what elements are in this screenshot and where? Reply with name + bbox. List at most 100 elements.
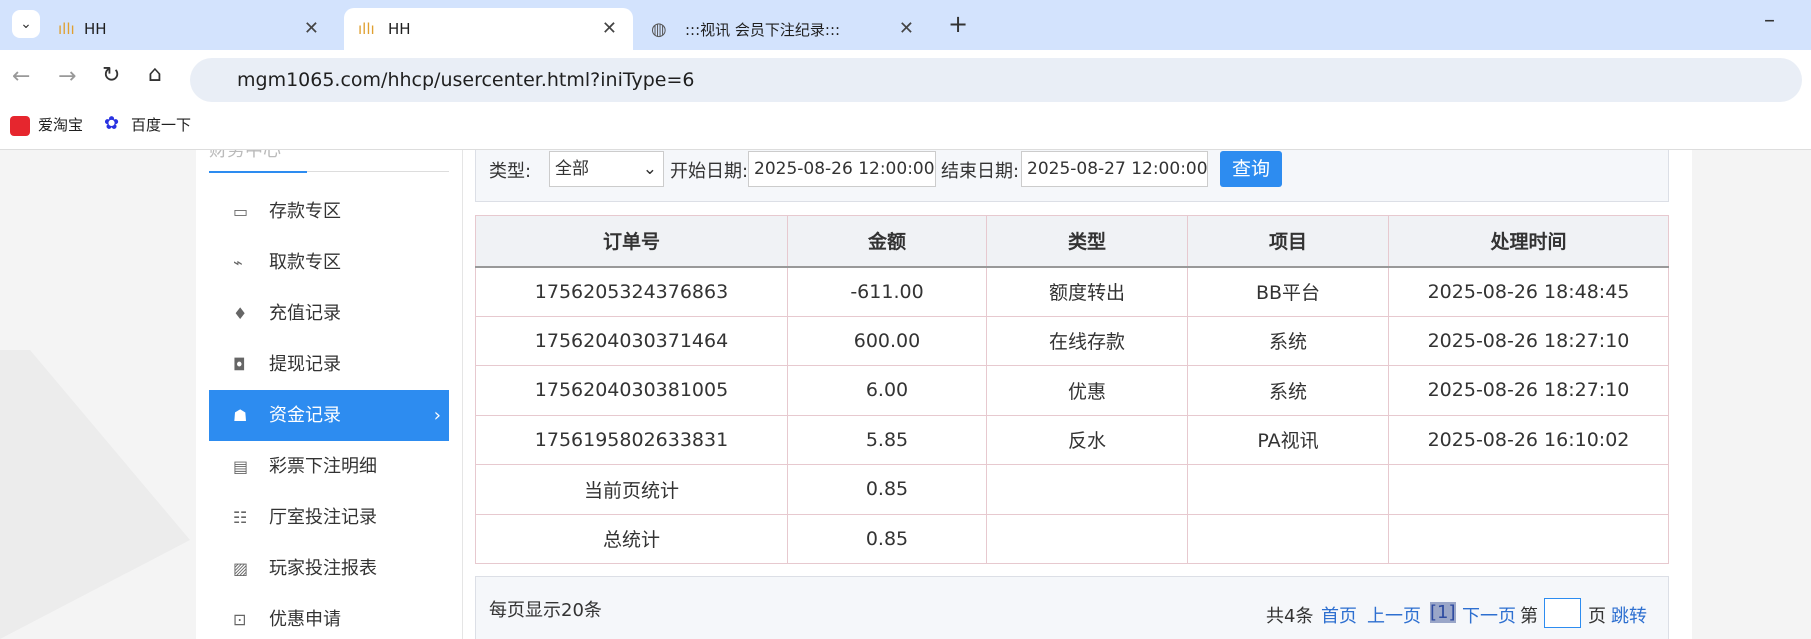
cell: 2025-08-26 18:27:10 [1388,315,1669,366]
cell: 系统 [1187,315,1389,366]
favicon: ◍ [651,18,667,40]
page: 财务中心 ▭ 存款专区 ⌁ 取款专区 ♦ 充值记录 ◘ 提现记录 ☗ 资金记录 › ▤ 彩票下注明细 ☷ 厅… [0,150,1811,639]
cell: 1756204030371464 [475,315,788,366]
current-page: [1] [1430,602,1456,623]
back[interactable]: ← [12,64,31,89]
menu-icon: ☗ [233,406,248,425]
menu-icon: ⌁ [233,253,243,272]
menu-label: 厅室投注记录 [269,507,377,528]
query-button[interactable]: 查询 [1220,151,1282,187]
cell: 系统 [1187,365,1389,416]
menu-label: 资金记录 [269,405,341,426]
new-tab[interactable]: + [948,10,969,38]
heading-underline [209,171,307,173]
address-bar[interactable]: mgm1065.com/hhcp/usercenter.html?iniType… [190,58,1802,102]
menu-icon: ▨ [233,559,249,578]
column-header: 处理时间 [1388,215,1669,268]
tab-title: HH [84,20,107,38]
active-tab[interactable]: ıllı HH ✕ [344,8,633,50]
empty-cell [1388,464,1669,515]
page-input[interactable] [1544,598,1581,628]
forward[interactable]: → [58,64,77,89]
cell: PA视讯 [1187,414,1389,465]
cell: 当前页统计 [475,464,788,515]
column-header: 订单号 [475,215,788,268]
cell: 2025-08-26 16:10:02 [1388,414,1669,465]
menu-label: 充值记录 [269,303,341,324]
start-date-input[interactable]: 2025-08-26 12:00:00 [748,151,936,187]
favicon: ıllı [358,20,375,38]
prev-page-link[interactable]: 上一页 [1367,606,1421,627]
menu-icon: ☷ [233,508,248,527]
empty-cell [1388,513,1669,564]
summary-row: 当前页统计 0.85 [475,464,1669,515]
table-row: 1756205324376863 -611.00 额度转出 BB平台 2025-08-2… [475,266,1669,317]
tab-close[interactable]: ✕ [601,18,617,39]
sidebar-item[interactable]: ▤ 彩票下注明细 [209,441,449,492]
sidebar-heading: 财务中心 [209,150,281,161]
bookmark-icon: ✿ [104,113,120,134]
chevron: › [433,405,441,426]
reload[interactable]: ↻ [102,63,121,88]
sidebar-item[interactable]: ▨ 玩家投注报表 [209,543,449,594]
total-text: 共4条 [1266,606,1314,627]
next-page-link[interactable]: 下一页 [1462,606,1516,627]
bookmark[interactable]: 爱淘宝 [38,116,84,134]
first-page-link[interactable]: 首页 [1321,606,1357,627]
tab[interactable]: ıllı HH ✕ [40,8,335,50]
tab-close[interactable]: ✕ [303,18,319,39]
favicon: ıllı [58,20,75,38]
sidebar-item[interactable]: ⊡ 优惠申请 [209,594,449,639]
menu-icon: ▭ [233,202,249,221]
sidebar-item-active[interactable]: ☗ 资金记录 › [209,390,449,441]
end-date-input[interactable]: 2025-08-27 12:00:00 [1021,151,1208,187]
sidebar-border [462,150,463,639]
cell: 额度转出 [986,266,1188,317]
divider [307,171,449,172]
tab-title: HH [388,20,411,38]
goto-link[interactable]: 跳转 [1611,606,1647,627]
cell: 2025-08-26 18:27:10 [1388,365,1669,416]
home[interactable]: ⌂ [148,62,162,87]
per-page-text: 每页显示20条 [489,600,602,621]
cell: 1756205324376863 [475,266,788,317]
cell: 总统计 [475,513,788,564]
url: mgm1065.com/hhcp/usercenter.html?iniType… [237,69,695,91]
cell: 0.85 [787,513,987,564]
goto-prefix: 第 [1520,606,1538,627]
column-header: 项目 [1187,215,1389,268]
tab[interactable]: ◍:::视讯 会员下注纪录::: ✕ [641,8,930,50]
cell: -611.00 [787,266,987,317]
tab-close[interactable]: ✕ [898,18,914,39]
cell: 5.85 [787,414,987,465]
column-header: 金额 [787,215,987,268]
pagination-panel [475,576,1669,639]
sidebar-item[interactable]: ◘ 提现记录 [209,339,449,390]
sidebar-item[interactable]: ☷ 厅室投注记录 [209,492,449,543]
menu-icon: ♦ [233,304,248,323]
summary-row: 总统计 0.85 [475,513,1669,564]
cell: 600.00 [787,315,987,366]
table-row: 1756204030371464 600.00 在线存款 系统 2025-08-26 1… [475,315,1669,366]
sidebar-item[interactable]: ⌁ 取款专区 [209,237,449,288]
sidebar-item[interactable]: ▭ 存款专区 [209,186,449,237]
minimize[interactable]: – [1764,8,1775,33]
tab-bar: ⌄ ıllı HH ✕ ıllı HH ✕ ◍:::视讯 会员下注纪录::: ✕ + – [0,0,1811,50]
cell: 2025-08-26 18:48:45 [1388,266,1669,317]
bookmark[interactable]: 百度一下 [131,116,192,134]
records-table: 订单号 金额 类型 项目 处理时间 1756205324376863 -611.00 额度转出… [475,215,1669,564]
select-value: 全部 [555,159,589,179]
tab-list-button[interactable]: ⌄ [12,10,40,38]
cell: 1756195802633831 [475,414,788,465]
empty-cell [986,513,1188,564]
cell: 6.00 [787,365,987,416]
goto-suffix: 页 [1588,606,1606,627]
menu-label: 彩票下注明细 [269,456,377,477]
menu-icon: ⊡ [233,610,247,629]
type-select[interactable]: 全部 ⌄ [549,151,664,187]
bookmark-icon [10,116,30,136]
cell: 1756204030381005 [475,365,788,416]
sidebar-item[interactable]: ♦ 充值记录 [209,288,449,339]
menu-label: 存款专区 [269,201,341,222]
